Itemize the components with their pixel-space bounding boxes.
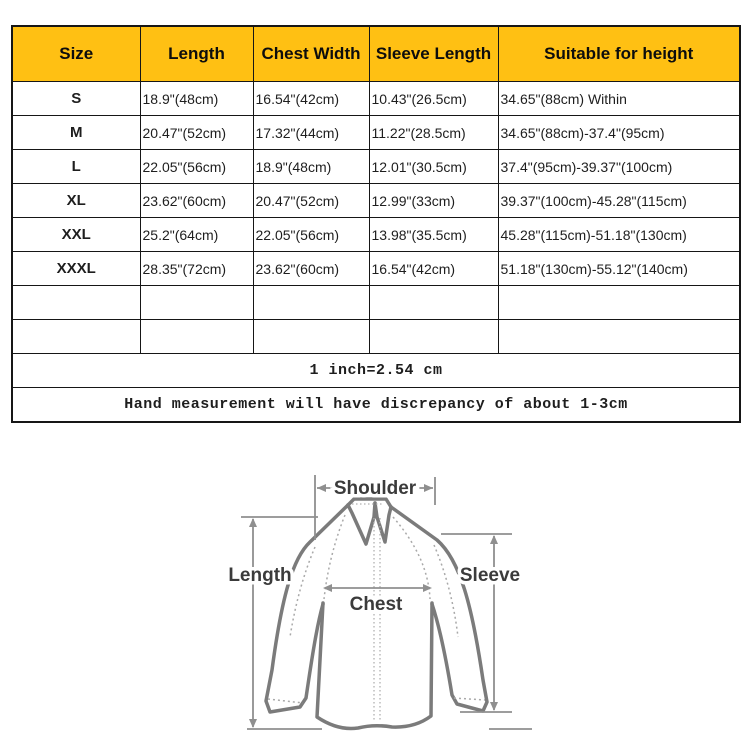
value-cell: 34.65"(88cm)-37.4"(95cm) [497, 115, 741, 150]
column-header: Sleeve Length [368, 25, 499, 82]
value-cell: 18.9"(48cm) [252, 149, 370, 184]
value-cell: 23.62"(60cm) [252, 251, 370, 286]
value-cell: 17.32"(44cm) [252, 115, 370, 150]
note-row: 1 inch=2.54 cm [11, 353, 741, 388]
table-row: S 18.9"(48cm) 16.54"(42cm) 10.43"(26.5cm) 34… [11, 81, 741, 116]
value-cell: 12.99"(33cm) [368, 183, 499, 218]
value-cell: 16.54"(42cm) [252, 81, 370, 116]
value-cell: 18.9"(48cm) [139, 81, 254, 116]
column-header: Length [139, 25, 254, 82]
note-row: Hand measurement will have discrepancy o… [11, 387, 741, 423]
note-cell: Hand measurement will have discrepancy o… [11, 387, 741, 423]
value-cell: 28.35"(72cm) [139, 251, 254, 286]
size-cell: XL [11, 183, 141, 218]
shoulder-label: Shoulder [334, 478, 417, 499]
size-chart: Size Length Chest Width Sleeve Length Suitab… [11, 25, 741, 423]
size-cell [11, 319, 141, 354]
table-row: M 20.47"(52cm) 17.32"(44cm) 11.22"(28.5cm) 3… [11, 115, 741, 150]
value-cell [497, 285, 741, 320]
length-label: Length [228, 565, 291, 586]
value-cell: 20.47"(52cm) [139, 115, 254, 150]
table-row: XXL 25.2"(64cm) 22.05"(56cm) 13.98"(35.5cm)… [11, 217, 741, 252]
value-cell: 25.2"(64cm) [139, 217, 254, 252]
column-header: Suitable for height [497, 25, 741, 82]
value-cell: 34.65"(88cm) Within [497, 81, 741, 116]
value-cell [252, 285, 370, 320]
size-cell: XXL [11, 217, 141, 252]
column-header: Chest Width [252, 25, 370, 82]
size-cell: L [11, 149, 141, 184]
size-table: Size Length Chest Width Sleeve Length Suitab… [11, 25, 741, 423]
sleeve-label: Sleeve [460, 565, 520, 586]
chest-arrow [323, 584, 432, 592]
shirt-measurement-diagram: Shoulder Length Sleeve Chest [0, 455, 750, 750]
shirt-outline [264, 497, 489, 731]
table-row [11, 319, 741, 354]
table-row: XXXL 28.35"(72cm) 23.62"(60cm) 16.54"(42cm)… [11, 251, 741, 286]
value-cell: 10.43"(26.5cm) [368, 81, 499, 116]
table-row: XL 23.62"(60cm) 20.47"(52cm) 12.99"(33cm) 39… [11, 183, 741, 218]
value-cell: 45.28"(115cm)-51.18"(130cm) [497, 217, 741, 252]
value-cell: 22.05"(56cm) [252, 217, 370, 252]
value-cell: 37.4"(95cm)-39.37"(100cm) [497, 149, 741, 184]
table-header-row: Size Length Chest Width Sleeve Length Suitab… [11, 25, 741, 82]
size-cell: S [11, 81, 141, 116]
shirt-seams [267, 503, 486, 722]
value-cell: 39.37"(100cm)-45.28"(115cm) [497, 183, 741, 218]
value-cell: 51.18"(130cm)-55.12"(140cm) [497, 251, 741, 286]
value-cell [139, 319, 254, 354]
value-cell: 12.01"(30.5cm) [368, 149, 499, 184]
table-row: L 22.05"(56cm) 18.9"(48cm) 12.01"(30.5cm) 37… [11, 149, 741, 184]
value-cell [139, 285, 254, 320]
value-cell: 23.62"(60cm) [139, 183, 254, 218]
value-cell [368, 319, 499, 354]
column-header: Size [11, 25, 141, 82]
value-cell: 13.98"(35.5cm) [368, 217, 499, 252]
chest-label: Chest [350, 594, 403, 615]
length-arrow [241, 516, 322, 730]
value-cell: 20.47"(52cm) [252, 183, 370, 218]
shirt-diagram-svg: Shoulder Length Sleeve Chest [225, 475, 532, 731]
value-cell [497, 319, 741, 354]
shoulder-arrow [314, 475, 436, 540]
value-cell [252, 319, 370, 354]
note-cell: 1 inch=2.54 cm [11, 353, 741, 388]
value-cell: 16.54"(42cm) [368, 251, 499, 286]
value-cell: 22.05"(56cm) [139, 149, 254, 184]
size-cell [11, 285, 141, 320]
value-cell [368, 285, 499, 320]
table-row [11, 285, 741, 320]
size-cell: XXXL [11, 251, 141, 286]
value-cell: 11.22"(28.5cm) [368, 115, 499, 150]
sleeve-arrow [441, 533, 532, 730]
size-cell: M [11, 115, 141, 150]
